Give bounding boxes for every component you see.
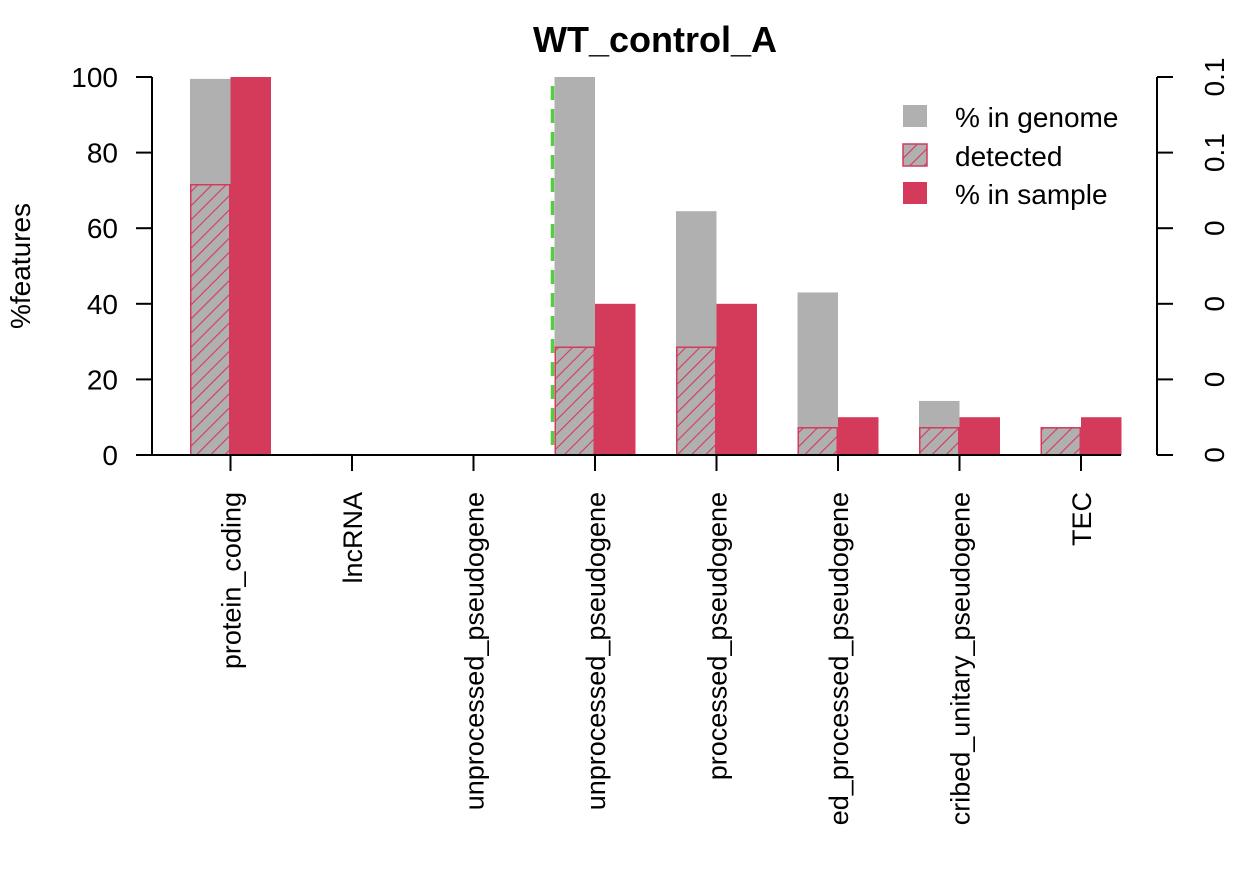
legend-label-genome: % in genome <box>955 102 1118 133</box>
bar-detected <box>676 346 717 456</box>
y-right-tick-label: 0 <box>1199 296 1230 312</box>
y-tick-label: 40 <box>87 289 118 320</box>
bar-sample <box>716 303 757 455</box>
bar-detected <box>797 427 838 456</box>
legend-swatch-genome <box>903 105 927 127</box>
y-tick-label: 100 <box>71 62 118 93</box>
y-axis: 0 20 40 60 80 100 <box>71 62 153 471</box>
bar-sample <box>959 417 1000 455</box>
y-tick-label: 80 <box>87 138 118 169</box>
x-tick-label: protein_coding <box>217 492 247 669</box>
x-tick-label: cribed_unitary_pseudogene <box>946 492 976 825</box>
bar-sample <box>838 417 879 455</box>
x-tick-label: unprocessed_pseudogene <box>460 492 490 810</box>
y-right-tick-label: 0.1 <box>1199 133 1230 172</box>
y-right-tick-label: 0.1 <box>1199 58 1230 97</box>
bar-sample <box>230 77 271 455</box>
x-tick-label: ed_processed_pseudogene <box>824 492 854 825</box>
y-right-tick-label: 0 <box>1199 220 1230 236</box>
y-axis-label: %features <box>5 203 36 329</box>
y-tick-label: 60 <box>87 213 118 244</box>
chart-title: WT_control_A <box>533 19 777 60</box>
bar-sample <box>1081 417 1122 455</box>
x-tick-label: lncRNA <box>338 492 368 584</box>
bars <box>190 77 1122 456</box>
x-axis: protein_coding lncRNA unprocessed_pseudoge… <box>217 455 1097 825</box>
x-tick-label: TEC <box>1067 492 1097 546</box>
legend-label-detected: detected <box>955 141 1062 172</box>
x-tick-label: unprocessed_pseudogene <box>581 492 611 810</box>
legend-swatch-sample <box>903 182 927 204</box>
x-tick-label: processed_pseudogene <box>703 492 733 780</box>
bar-detected <box>919 427 960 456</box>
y-right-tick-label: 0 <box>1199 372 1230 388</box>
bar-detected <box>190 183 231 456</box>
y-axis-right: 0 0 0 0 0.1 0.1 <box>1156 58 1230 463</box>
legend: % in genome detected % in sample <box>902 102 1118 210</box>
y-tick-label: 0 <box>102 440 118 471</box>
legend-label-sample: % in sample <box>955 179 1108 210</box>
bar-detected <box>554 346 595 456</box>
y-tick-label: 20 <box>87 364 118 395</box>
bar-sample <box>595 303 636 455</box>
legend-swatch-detected <box>902 143 928 167</box>
y-right-tick-label: 0 <box>1199 447 1230 463</box>
bar-detected <box>1040 427 1081 456</box>
